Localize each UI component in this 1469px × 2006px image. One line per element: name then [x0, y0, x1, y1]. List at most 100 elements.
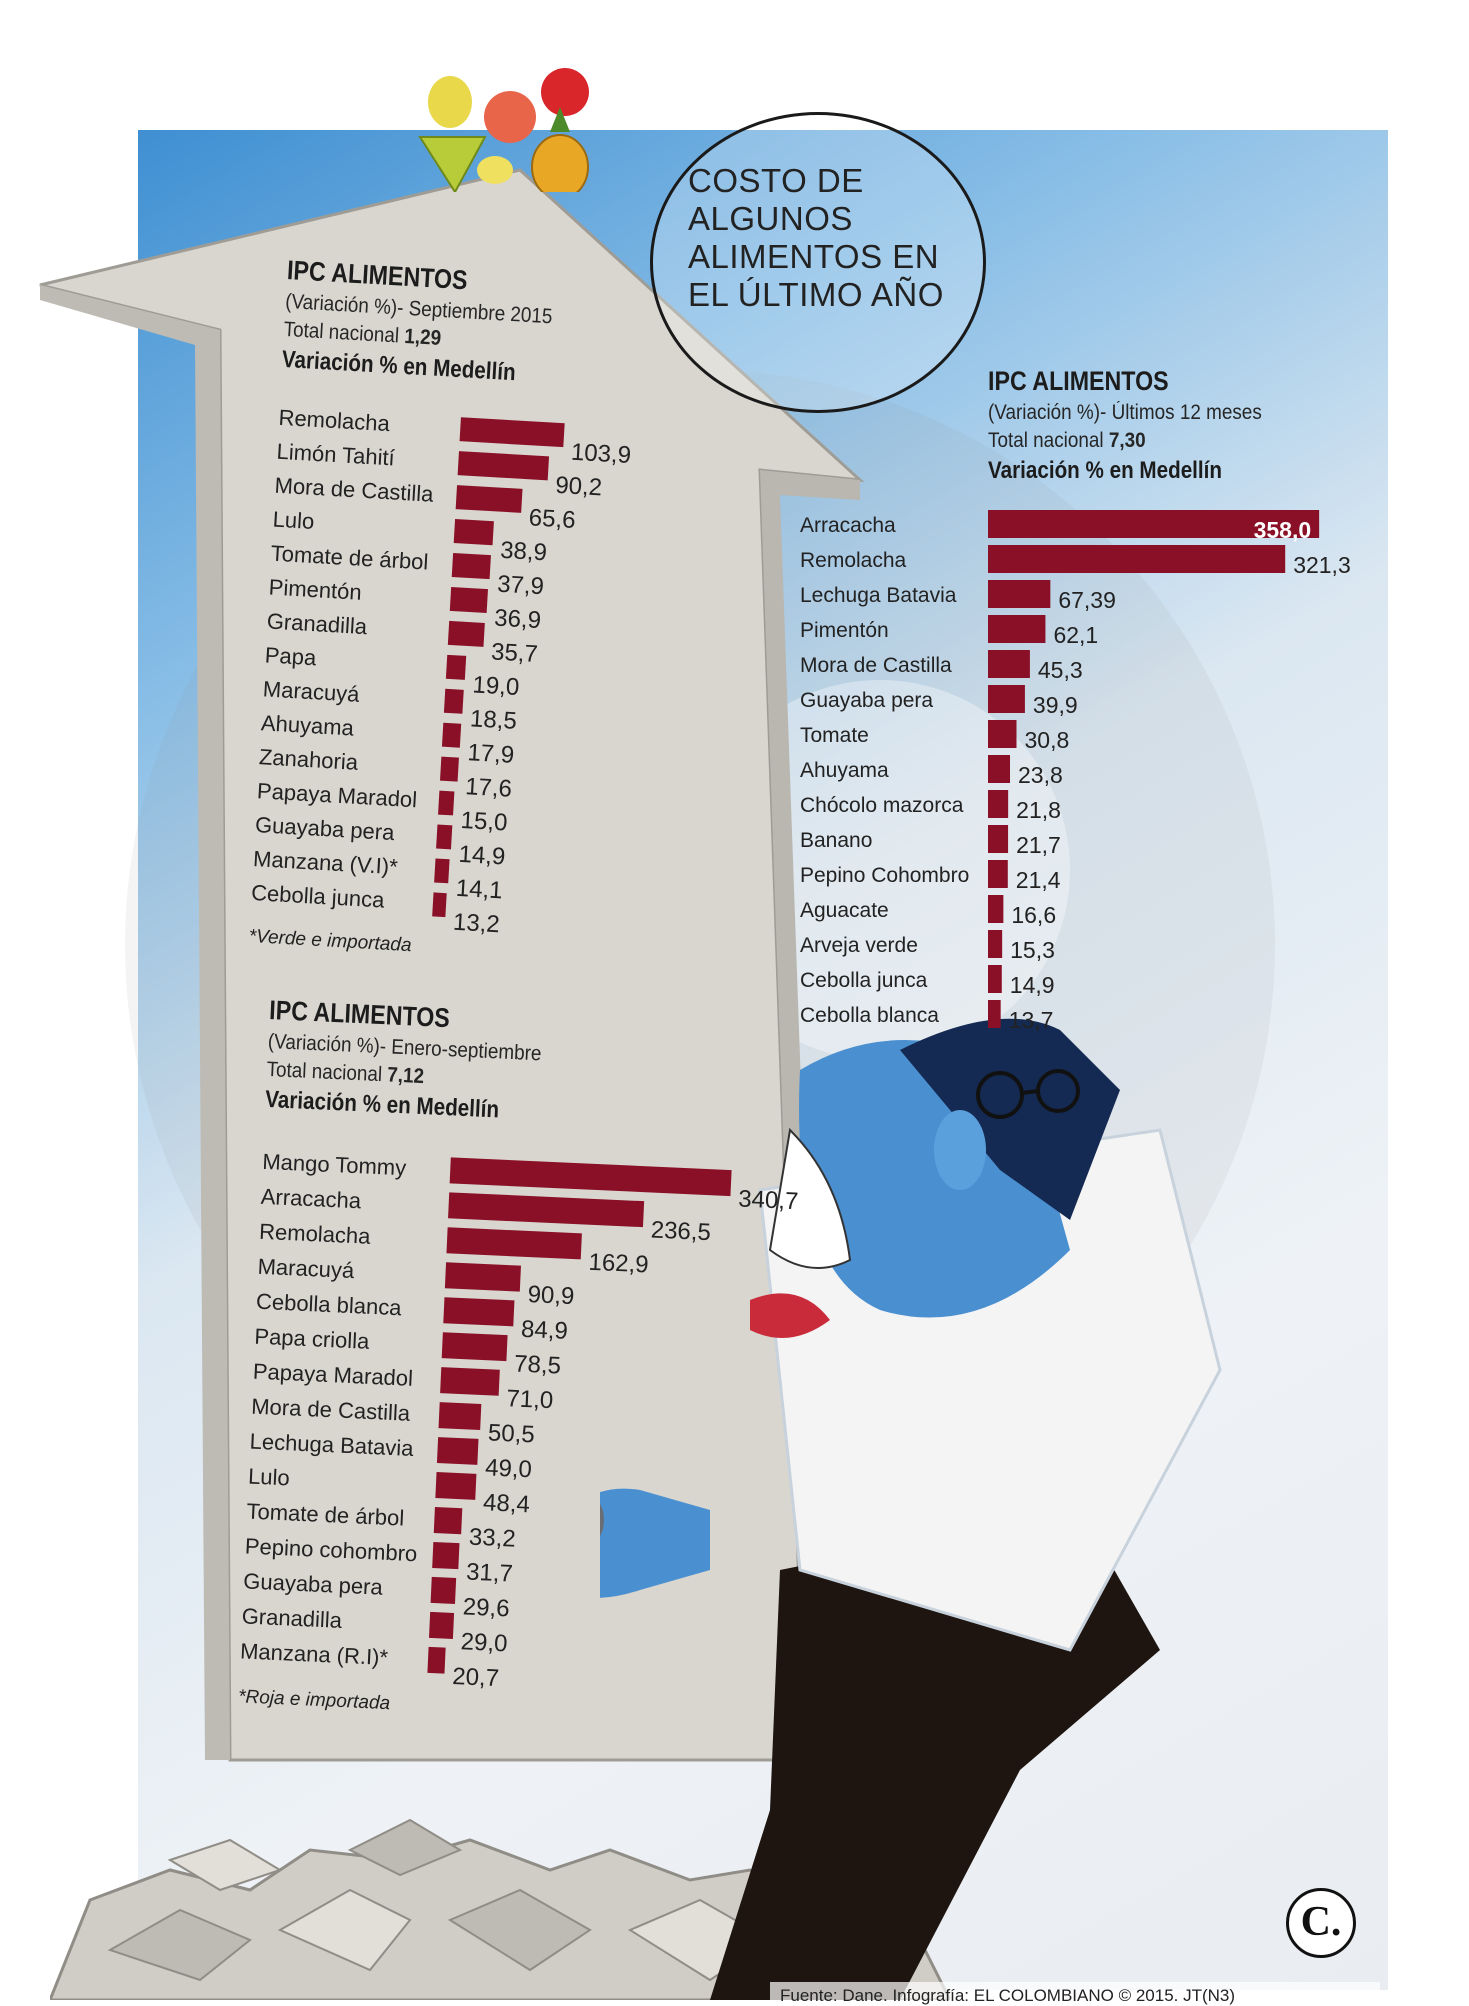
value-label: 16,6: [1011, 902, 1056, 928]
chart-header: IPC ALIMENTOS (Variación %)- Últimos 12 …: [988, 366, 1468, 485]
bar: [429, 1611, 455, 1639]
total-value: 7,30: [1108, 429, 1146, 452]
value-label: 90,9: [527, 1281, 575, 1310]
category-label: Remolacha: [259, 1219, 372, 1249]
category-label: Manzana (V.I)*: [252, 846, 398, 879]
glasses-icon: [976, 1069, 1080, 1119]
value-label: 13,2: [452, 909, 500, 939]
category-label: Remolacha: [278, 405, 391, 436]
bar: [435, 1472, 477, 1500]
category-label: Ahuyama: [260, 710, 355, 740]
category-label: Arveja verde: [800, 934, 918, 957]
value-label: 321,3: [1293, 552, 1351, 578]
value-label: 14,9: [458, 841, 506, 871]
infographic-title: COSTO DE ALGUNOS ALIMENTOS EN EL ÚLTIMO …: [688, 162, 988, 314]
category-label: Remolacha: [800, 549, 907, 572]
value-label: 236,5: [650, 1217, 711, 1247]
category-label: Lechuga Batavia: [249, 1429, 415, 1461]
bar: [453, 519, 494, 546]
value-label: 15,3: [1010, 937, 1055, 963]
category-label: Maracuyá: [257, 1254, 355, 1283]
bar: [988, 650, 1030, 678]
bar: [988, 510, 1320, 538]
value-label: 20,7: [452, 1663, 500, 1692]
category-label: Tomate de árbol: [270, 541, 429, 575]
bar: [457, 451, 550, 481]
bar: [988, 720, 1017, 748]
bar-chart-svg-12m: Arracacha 358,0 Remolacha 321,3 Lechuga Bata…: [800, 510, 1351, 1033]
category-label: Cebolla blanca: [800, 1004, 939, 1027]
bar: [988, 615, 1046, 643]
value-label: 21,4: [1016, 867, 1061, 893]
bar: [432, 892, 447, 918]
value-label: 29,6: [462, 1593, 510, 1622]
category-label: Maracuyá: [262, 676, 361, 707]
category-label: Arracacha: [260, 1184, 362, 1214]
bar: [438, 1402, 482, 1430]
category-label: Cebolla junca: [251, 880, 386, 913]
bar: [988, 790, 1009, 818]
total-label: Total nacional: [988, 429, 1104, 452]
value-label: 17,6: [465, 773, 513, 803]
category-label: Granadilla: [266, 608, 368, 639]
value-label: 71,0: [506, 1385, 554, 1414]
title-line: EL ÚLTIMO AÑO: [688, 276, 944, 313]
bar: [988, 965, 1002, 993]
bar: [459, 417, 565, 448]
category-label: Chócolo mazorca: [800, 794, 964, 817]
category-label: Granadilla: [241, 1603, 343, 1633]
category-label: Aguacate: [800, 899, 889, 922]
bar: [430, 1576, 457, 1605]
total-value: 1,29: [403, 324, 442, 350]
value-label: 38,9: [499, 537, 547, 567]
series-title: Variación % en Medellín: [988, 457, 1223, 484]
value-label: 48,4: [483, 1489, 531, 1518]
bar: [444, 1262, 521, 1292]
value-label: 65,6: [528, 504, 576, 534]
value-label: 62,1: [1053, 622, 1098, 648]
value-label: 49,0: [485, 1454, 533, 1483]
bar: [432, 1541, 460, 1570]
value-label: 358,0: [1254, 517, 1312, 543]
source-credit: Fuente: Dane. Infografía: EL COLOMBIANO …: [780, 1986, 1236, 2005]
value-label: 17,9: [467, 739, 515, 769]
value-label: 36,9: [494, 605, 542, 635]
value-label: 30,8: [1024, 727, 1069, 753]
fruits-illustration: [418, 68, 589, 192]
bar: [433, 1507, 463, 1535]
bar: [434, 858, 450, 884]
category-label: Guayaba pera: [243, 1568, 384, 1599]
category-label: Pimentón: [268, 574, 362, 604]
category-label: Tomate de árbol: [246, 1498, 405, 1530]
chart-header: IPC ALIMENTOS (Variación %)- Enero-septi…: [265, 995, 750, 1136]
value-label: 162,9: [588, 1249, 649, 1279]
el-colombiano-logo: C.: [1286, 1888, 1356, 1958]
category-label: Cebolla blanca: [256, 1289, 403, 1321]
category-label: Lulo: [248, 1464, 291, 1491]
value-label: 29,0: [460, 1628, 508, 1657]
value-label: 90,2: [555, 472, 603, 502]
bar: [449, 1157, 732, 1197]
value-label: 14,1: [455, 875, 503, 905]
value-label: 31,7: [466, 1559, 514, 1588]
bar: [988, 580, 1051, 608]
bar: [988, 755, 1011, 783]
category-label: Papa: [264, 642, 317, 670]
bar: [449, 586, 489, 614]
value-label: 340,7: [738, 1185, 799, 1215]
bar: [441, 722, 462, 748]
value-label: 39,9: [1033, 692, 1078, 718]
category-label: Mora de Castilla: [800, 654, 952, 677]
bar: [988, 895, 1004, 923]
bar: [448, 1192, 645, 1228]
title-circle: [650, 112, 986, 413]
value-label: 50,5: [487, 1419, 535, 1448]
bar: [988, 860, 1008, 888]
category-label: Pimentón: [800, 619, 889, 642]
category-label: Banano: [800, 829, 872, 852]
bar: [988, 1000, 1001, 1028]
value-label: 103,9: [570, 439, 632, 469]
bar: [988, 685, 1025, 713]
category-label: Manzana (R.I)*: [240, 1638, 389, 1670]
category-label: Mora de Castilla: [274, 473, 435, 507]
